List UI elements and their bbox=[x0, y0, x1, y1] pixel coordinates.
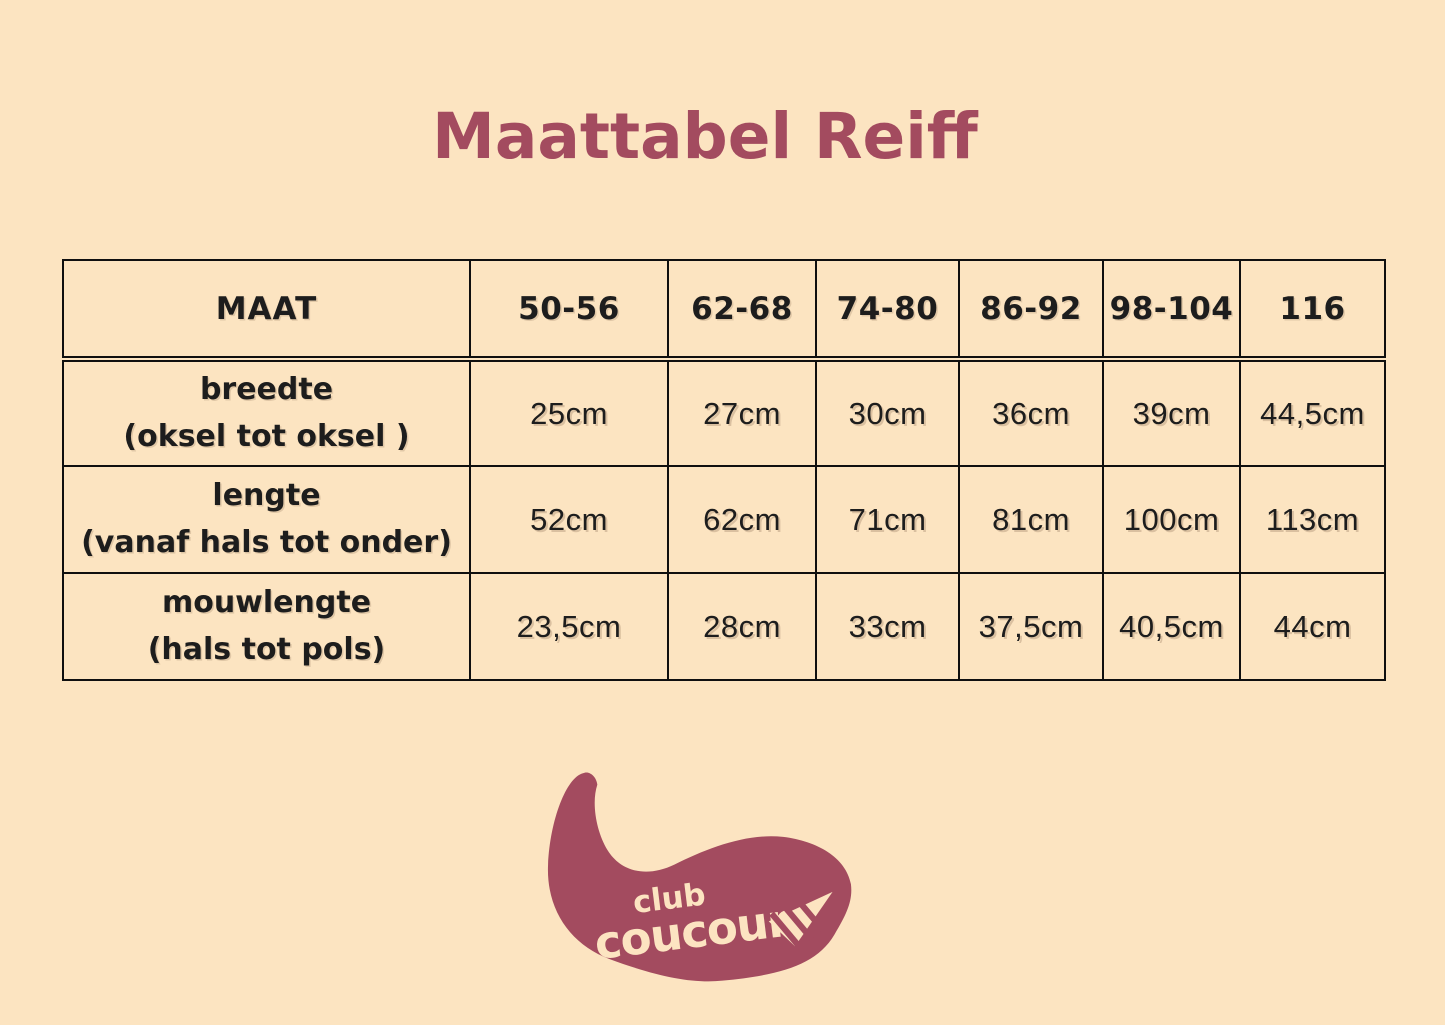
row-label-main: breedte bbox=[199, 372, 334, 407]
table-cell: 40,5cm bbox=[1102, 572, 1241, 681]
table-cell: 39cm bbox=[1102, 358, 1241, 467]
column-header-size-3: 74-80 bbox=[815, 259, 960, 362]
logo-text-club: club bbox=[631, 876, 708, 921]
table-cell: 62cm bbox=[667, 465, 817, 574]
table-cell: 52cm bbox=[469, 465, 669, 574]
column-header-size-4: 86-92 bbox=[958, 259, 1104, 362]
table-cell: 113cm bbox=[1239, 465, 1386, 574]
table-cell: 30cm bbox=[815, 358, 960, 467]
column-header-size-2: 62-68 bbox=[667, 259, 817, 362]
table-cell: 23,5cm bbox=[469, 572, 669, 681]
row-label-lengte: lengte (vanaf hals tot onder) bbox=[62, 465, 471, 574]
size-table: MAAT 50-56 62-68 74-80 86-92 98-104 116 … bbox=[62, 259, 1386, 681]
table-cell: 44cm bbox=[1239, 572, 1386, 681]
table-row-mouwlengte: mouwlengte (hals tot pols) 23,5cm 28cm 3… bbox=[62, 572, 1386, 681]
logo-blob-shape bbox=[547, 772, 852, 982]
table-header-row: MAAT 50-56 62-68 74-80 86-92 98-104 116 bbox=[62, 259, 1386, 362]
table-cell: 81cm bbox=[958, 465, 1104, 574]
row-label-main: mouwlengte bbox=[161, 585, 372, 620]
table-row-breedte: breedte (oksel tot oksel ) 25cm 27cm 30c… bbox=[62, 358, 1386, 467]
row-label-breedte: breedte (oksel tot oksel ) bbox=[62, 358, 471, 467]
table-row-lengte: lengte (vanaf hals tot onder) 52cm 62cm … bbox=[62, 465, 1386, 574]
table-cell: 27cm bbox=[667, 358, 817, 467]
table-cell: 25cm bbox=[469, 358, 669, 467]
table-cell: 37,5cm bbox=[958, 572, 1104, 681]
logo-tail-stripes-icon bbox=[768, 891, 833, 951]
table-cell: 44,5cm bbox=[1239, 358, 1386, 467]
table-cell: 100cm bbox=[1102, 465, 1241, 574]
page-title: Maattabel Reiff bbox=[432, 100, 978, 173]
column-header-size-1: 50-56 bbox=[469, 259, 669, 362]
table-cell: 36cm bbox=[958, 358, 1104, 467]
table-cell: 71cm bbox=[815, 465, 960, 574]
row-label-sub: (oksel tot oksel ) bbox=[123, 418, 410, 454]
brand-logo: club coucoun bbox=[547, 772, 852, 982]
column-header-size-6: 116 bbox=[1239, 259, 1386, 362]
column-header-size-5: 98-104 bbox=[1102, 259, 1241, 362]
table-cell: 33cm bbox=[815, 572, 960, 681]
row-label-sub: (vanaf hals tot onder) bbox=[81, 524, 452, 560]
table-cell: 28cm bbox=[667, 572, 817, 681]
row-label-main: lengte bbox=[212, 478, 321, 513]
row-label-mouwlengte: mouwlengte (hals tot pols) bbox=[62, 572, 471, 681]
column-header-maat: MAAT bbox=[62, 259, 471, 362]
row-label-sub: (hals tot pols) bbox=[147, 631, 386, 667]
